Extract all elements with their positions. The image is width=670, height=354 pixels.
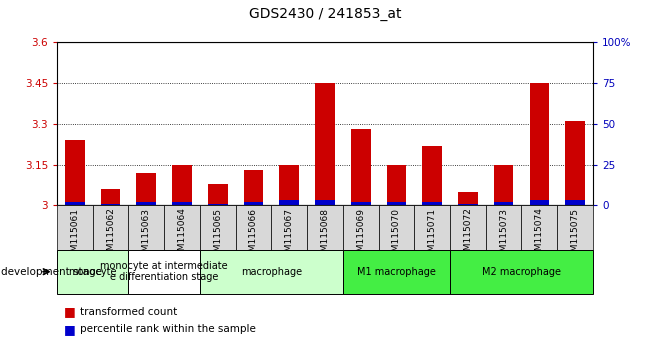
Bar bbox=[172, 165, 192, 205]
Bar bbox=[387, 165, 406, 205]
Bar bbox=[57, 205, 92, 250]
Text: GSM115063: GSM115063 bbox=[142, 207, 151, 263]
Text: GSM115073: GSM115073 bbox=[499, 207, 508, 263]
Text: GSM115074: GSM115074 bbox=[535, 207, 544, 262]
Text: GSM115062: GSM115062 bbox=[106, 207, 115, 262]
Bar bbox=[315, 200, 335, 205]
Bar bbox=[422, 145, 442, 205]
Bar bbox=[100, 189, 121, 205]
Bar bbox=[458, 204, 478, 205]
Text: GSM115068: GSM115068 bbox=[320, 207, 330, 263]
Bar bbox=[208, 184, 228, 205]
Text: monocyte at intermediate
e differentiation stage: monocyte at intermediate e differentiati… bbox=[100, 261, 228, 282]
Bar bbox=[351, 202, 371, 205]
Bar bbox=[565, 200, 585, 205]
Bar bbox=[236, 205, 271, 250]
Bar bbox=[557, 205, 593, 250]
Bar bbox=[271, 205, 307, 250]
Bar bbox=[279, 200, 299, 205]
Bar bbox=[315, 83, 335, 205]
Bar bbox=[486, 205, 521, 250]
Bar bbox=[279, 165, 299, 205]
Text: ■: ■ bbox=[64, 323, 76, 336]
Bar bbox=[129, 205, 164, 250]
Text: M1 macrophage: M1 macrophage bbox=[357, 267, 436, 277]
Text: GDS2430 / 241853_at: GDS2430 / 241853_at bbox=[249, 7, 401, 21]
Text: transformed count: transformed count bbox=[80, 307, 178, 316]
Bar bbox=[343, 250, 450, 294]
Bar bbox=[450, 205, 486, 250]
Bar bbox=[450, 250, 593, 294]
Bar bbox=[351, 129, 371, 205]
Text: macrophage: macrophage bbox=[241, 267, 302, 277]
Bar bbox=[494, 165, 513, 205]
Bar bbox=[129, 250, 200, 294]
Bar bbox=[494, 202, 513, 205]
Bar bbox=[57, 250, 129, 294]
Text: GSM115070: GSM115070 bbox=[392, 207, 401, 263]
Bar bbox=[529, 83, 549, 205]
Bar bbox=[65, 140, 84, 205]
Bar bbox=[100, 204, 121, 205]
Bar bbox=[414, 205, 450, 250]
Text: GSM115075: GSM115075 bbox=[571, 207, 580, 263]
Text: GSM115061: GSM115061 bbox=[70, 207, 79, 263]
Text: GSM115067: GSM115067 bbox=[285, 207, 293, 263]
Bar bbox=[200, 250, 343, 294]
Text: monocyte: monocyte bbox=[68, 267, 117, 277]
Bar bbox=[343, 205, 379, 250]
Bar bbox=[200, 205, 236, 250]
Text: GSM115072: GSM115072 bbox=[464, 207, 472, 262]
Text: GSM115071: GSM115071 bbox=[427, 207, 437, 263]
Bar bbox=[164, 205, 200, 250]
Bar bbox=[307, 205, 343, 250]
Text: GSM115065: GSM115065 bbox=[213, 207, 222, 263]
Bar bbox=[137, 173, 156, 205]
Bar bbox=[92, 205, 129, 250]
Bar bbox=[137, 202, 156, 205]
Bar bbox=[387, 202, 406, 205]
Bar bbox=[65, 202, 84, 205]
Text: development stage: development stage bbox=[1, 267, 102, 277]
Text: M2 macrophage: M2 macrophage bbox=[482, 267, 561, 277]
Bar bbox=[458, 192, 478, 205]
Bar bbox=[521, 205, 557, 250]
Bar bbox=[565, 121, 585, 205]
Bar bbox=[422, 202, 442, 205]
Bar bbox=[172, 202, 192, 205]
Bar bbox=[379, 205, 414, 250]
Text: GSM115064: GSM115064 bbox=[178, 207, 186, 262]
Text: percentile rank within the sample: percentile rank within the sample bbox=[80, 324, 256, 334]
Text: GSM115066: GSM115066 bbox=[249, 207, 258, 263]
Bar bbox=[244, 170, 263, 205]
Text: ■: ■ bbox=[64, 305, 76, 318]
Text: GSM115069: GSM115069 bbox=[356, 207, 365, 263]
Bar bbox=[529, 200, 549, 205]
Bar bbox=[244, 202, 263, 205]
Bar bbox=[208, 204, 228, 205]
